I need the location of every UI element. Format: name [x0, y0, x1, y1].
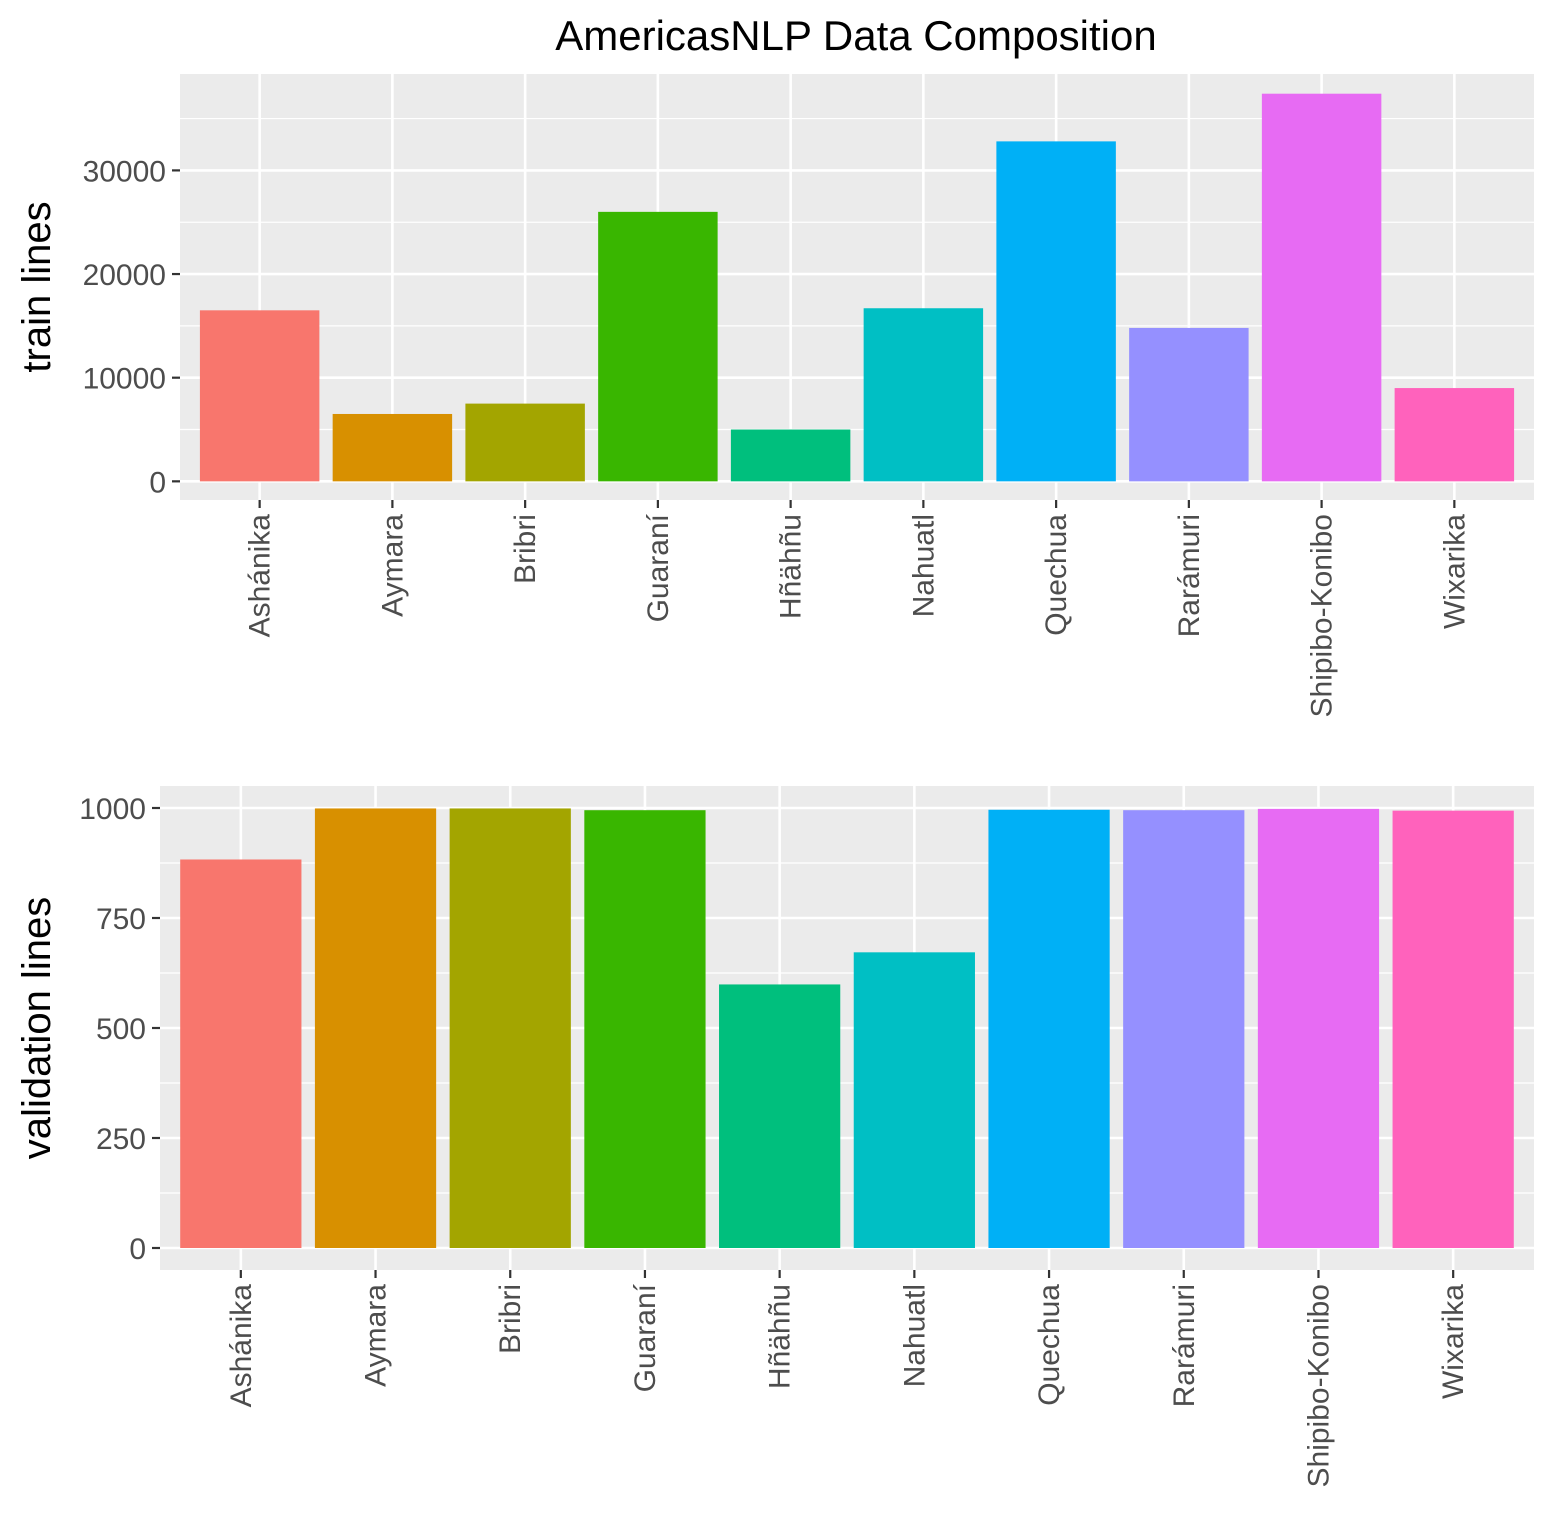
figure-title: AmericasNLP Data Composition — [555, 12, 1156, 59]
train-y-axis: 0 10000 20000 30000 — [83, 155, 180, 499]
validation-y-tick-label: 0 — [129, 1233, 146, 1266]
train-bar-shipibo-konibo — [1261, 93, 1382, 482]
train-bars — [199, 93, 1515, 482]
validation-x-tick-label: Shipibo-Konibo — [1302, 1284, 1335, 1487]
validation-x-tick-label: Quechua — [1033, 1284, 1066, 1406]
train-x-tick-label: Wixarika — [1438, 514, 1471, 629]
train-bar-nahuatl — [863, 308, 984, 482]
validation-x-tick-label: Hñähñu — [764, 1284, 797, 1389]
train-bar-bribri — [465, 403, 585, 482]
train-x-tick-label: Quechua — [1040, 514, 1073, 636]
validation-y-tick-label: 500 — [96, 1013, 146, 1046]
validation-bar-shipibo-konibo — [1257, 808, 1380, 1248]
validation-x-tick-label: Aymara — [360, 1284, 393, 1387]
train-x-tick-label: Aymara — [376, 514, 409, 617]
train-x-tick-label: Shipibo-Konibo — [1306, 514, 1339, 717]
validation-bar-ash-nika — [180, 859, 302, 1248]
validation-bar-quechua — [988, 809, 1110, 1248]
train-x-tick-label: Nahuatl — [907, 514, 940, 617]
validation-x-tick-label: Guaraní — [629, 1283, 662, 1392]
validation-bars — [180, 808, 1514, 1248]
validation-bar-bribri — [449, 808, 571, 1248]
train-x-tick-label: Bribri — [509, 514, 542, 584]
validation-x-axis: Ashánika Aymara Bribri Guaraní Hñähñu Nahuatl… — [225, 1270, 1470, 1487]
validation-bar-rar-muri — [1123, 810, 1245, 1248]
train-x-tick-label: Hñähñu — [775, 514, 808, 619]
validation-bar-aymara — [314, 808, 437, 1248]
train-y-tick-label: 0 — [149, 466, 166, 499]
train-bar-rar-muri — [1129, 327, 1249, 482]
validation-y-axis: 0 250 500 750 1000 — [79, 793, 160, 1266]
train-y-tick-label: 10000 — [83, 363, 166, 396]
train-bar-wixarika — [1394, 388, 1515, 482]
validation-y-tick-label: 1000 — [79, 793, 146, 826]
train-bar-guaran- — [598, 211, 718, 482]
validation-y-tick-label: 250 — [96, 1123, 146, 1156]
validation-lines-panel: 0 250 500 750 1000 Ashánika Aymara Bribri Guara… — [15, 786, 1534, 1487]
train-bar-h-h-u — [730, 429, 851, 482]
train-y-tick-label: 30000 — [83, 155, 166, 188]
train-x-tick-label: Rarámuri — [1173, 514, 1206, 637]
train-x-tick-label: Guaraní — [642, 513, 675, 622]
train-y-tick-label: 20000 — [83, 259, 166, 292]
train-y-axis-label: train lines — [15, 201, 59, 372]
train-x-axis: Ashánika Aymara Bribri Guaraní Hñähñu Nahuatl… — [244, 500, 1471, 717]
validation-x-tick-label: Ashánika — [225, 1284, 258, 1408]
train-lines-panel: 0 10000 20000 30000 Ashánika Aymara Bribri Gua… — [15, 74, 1534, 717]
validation-bar-h-h-u — [719, 984, 841, 1248]
validation-bar-nahuatl — [853, 952, 975, 1248]
train-bar-quechua — [996, 141, 1116, 482]
validation-x-tick-label: Nahuatl — [898, 1284, 931, 1387]
train-bar-ash-nika — [199, 310, 320, 482]
train-x-tick-label: Ashánika — [244, 514, 277, 638]
validation-x-tick-label: Wixarika — [1437, 1284, 1470, 1399]
validation-bar-guaran- — [584, 810, 706, 1248]
train-bar-aymara — [332, 413, 453, 482]
validation-bar-wixarika — [1392, 810, 1514, 1248]
validation-y-tick-label: 750 — [96, 903, 146, 936]
validation-y-axis-label: validation lines — [15, 897, 59, 1159]
validation-x-tick-label: Bribri — [494, 1284, 527, 1354]
validation-x-tick-label: Rarámuri — [1168, 1284, 1201, 1407]
